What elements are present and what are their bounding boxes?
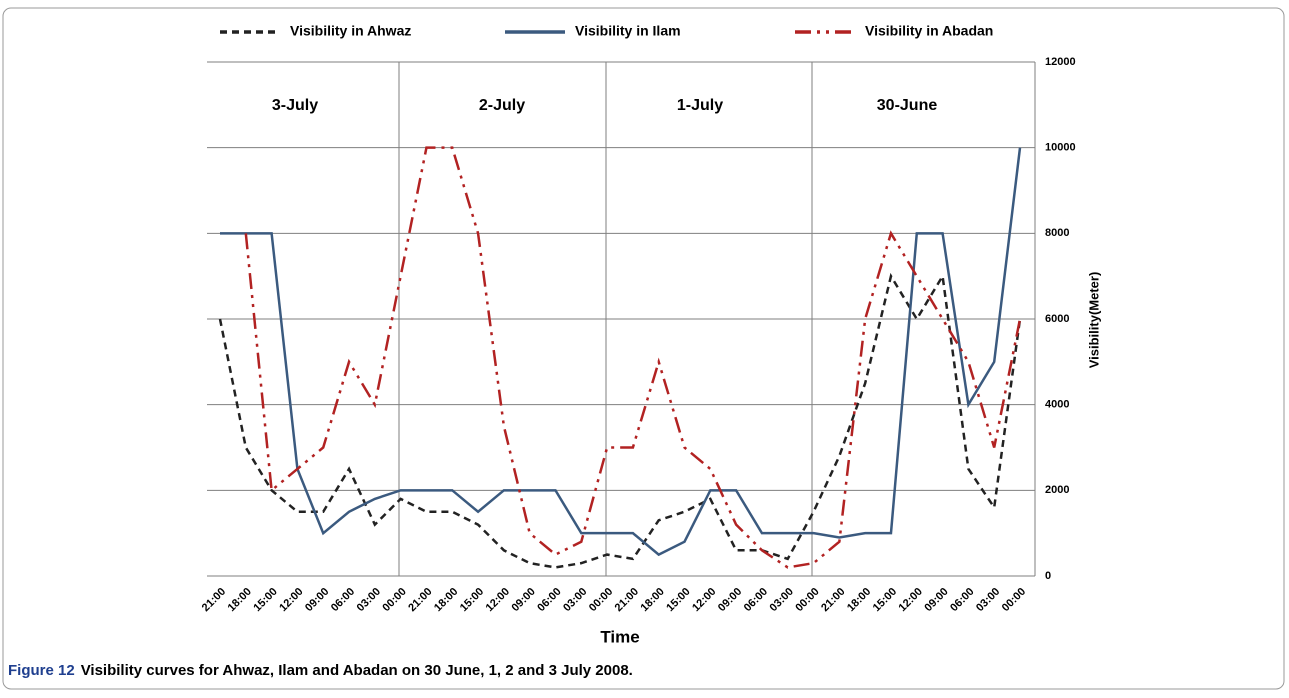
x-tick-label: 00:00 (793, 586, 821, 614)
caption: Figure 12 Visibility curves for Ahwaz, Il… (8, 662, 633, 679)
x-tick-label: 12:00 (277, 586, 305, 614)
legend-label: Visibility in Ilam (575, 23, 681, 39)
x-tick-label: 06:00 (535, 586, 563, 614)
x-tick-label: 00:00 (380, 586, 408, 614)
x-tick-label: 06:00 (948, 586, 976, 614)
x-tick-label: 15:00 (458, 586, 486, 614)
series-line (218, 272, 1022, 569)
frame (2, 7, 1285, 690)
y-tick-label: 8000 (1045, 227, 1069, 239)
x-tick-label: 03:00 (561, 586, 589, 614)
day-label: 30-June (877, 97, 938, 114)
figure-label: Figure 12 (8, 662, 75, 679)
y-axis-label: Visibility(Meter) (1086, 272, 1101, 369)
x-tick-label: 12:00 (484, 586, 512, 614)
x-tick-label: 18:00 (432, 586, 460, 614)
x-tick-label: 12:00 (897, 586, 925, 614)
x-tick-label: 21:00 (613, 586, 641, 614)
series-line (244, 146, 1022, 569)
x-tick-label: 06:00 (329, 586, 357, 614)
y-tick-label: 12000 (1045, 56, 1076, 68)
x-tick-label: 21:00 (200, 586, 228, 614)
x-tick-label: 15:00 (664, 586, 692, 614)
x-tick-label: 00:00 (587, 586, 615, 614)
x-tick-label: 12:00 (690, 586, 718, 614)
y-tick-label: 0 (1045, 570, 1051, 582)
y-tick-label: 4000 (1045, 399, 1069, 411)
day-label: 1-July (677, 97, 723, 114)
day-label: 3-July (272, 97, 318, 114)
legend-label: Visibility in Abadan (865, 23, 993, 39)
x-tick-label: 06:00 (742, 586, 770, 614)
y-tick-label: 10000 (1045, 142, 1076, 154)
x-axis-label: Time (600, 627, 639, 646)
x-tick-label: 03:00 (355, 586, 383, 614)
x-tick-label: 09:00 (922, 586, 950, 614)
y-tick-label: 6000 (1045, 313, 1069, 325)
x-tick-label: 09:00 (303, 586, 331, 614)
x-tick-label: 18:00 (226, 586, 254, 614)
series-line (220, 147, 1022, 557)
x-tick-label: 15:00 (251, 586, 279, 614)
x-tick-label: 21:00 (819, 586, 847, 614)
x-tick-label: 18:00 (845, 586, 873, 614)
x-tick-label: 03:00 (768, 586, 796, 614)
x-tick-label: 00:00 (1000, 586, 1028, 614)
day-label: 2-July (479, 97, 525, 114)
x-tick-label: 21:00 (406, 586, 434, 614)
x-tick-label: 03:00 (974, 586, 1002, 614)
x-tick-label: 09:00 (716, 586, 744, 614)
caption-text: Visibility curves for Ahwaz, Ilam and Ab… (81, 662, 633, 679)
x-tick-label: 18:00 (639, 586, 667, 614)
y-tick-label: 2000 (1045, 484, 1069, 496)
x-tick-label: 15:00 (871, 586, 899, 614)
x-tick-label: 09:00 (509, 586, 537, 614)
legend-label: Visibility in Ahwaz (290, 23, 411, 39)
